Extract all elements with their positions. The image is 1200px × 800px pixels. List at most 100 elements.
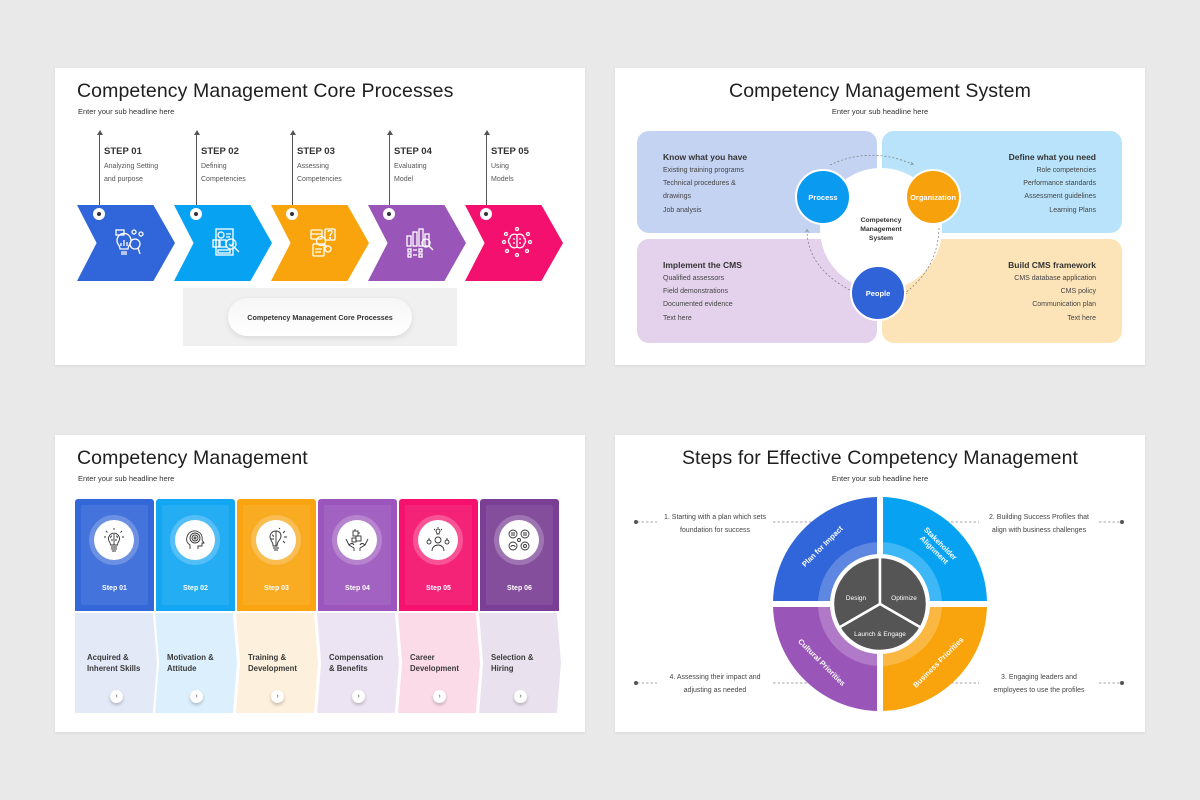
- quadrant-item: Qualified assessors: [663, 275, 725, 282]
- step-description: Assessing Competencies: [297, 163, 342, 183]
- step-marker-dot: [93, 208, 105, 220]
- step-number: STEP 04: [394, 146, 432, 157]
- step-connector-line: [483, 130, 490, 214]
- card-description-5: Career Development ›: [398, 613, 480, 713]
- node-organization[interactable]: Organization: [905, 169, 961, 225]
- step-card-3[interactable]: Step 03: [237, 499, 316, 611]
- quadrant-heading: Build CMS framework: [1008, 260, 1096, 270]
- slide-subtitle: Enter your sub headline here: [78, 474, 175, 483]
- slide-subtitle: Enter your sub headline here: [831, 107, 929, 116]
- core-processes-footer: Competency Management Core Processes: [183, 288, 457, 346]
- quadrant-item: Role competencies: [1036, 167, 1096, 174]
- step-number: STEP 05: [491, 146, 529, 157]
- card-step-label: Step 03: [264, 585, 289, 592]
- quadrant-item: Performance standards: [1023, 180, 1096, 188]
- quadrant-heading: Implement the CMS: [663, 260, 742, 270]
- slide-subtitle: Enter your sub headline here: [831, 474, 929, 483]
- step-connector-line: [386, 130, 393, 214]
- core-processes-pill[interactable]: Competency Management Core Processes: [228, 298, 412, 336]
- slide-core-processes[interactable]: Competency Management Core Processes Ent…: [55, 68, 585, 365]
- node-people[interactable]: People: [850, 265, 906, 321]
- card-step-label: Step 05: [426, 585, 451, 592]
- step-chevron-1[interactable]: [77, 205, 175, 281]
- step-connector-line: [96, 130, 103, 214]
- chevron-right-button[interactable]: ›: [110, 690, 123, 703]
- card-description-6: Selection & Hiring ›: [479, 613, 561, 713]
- chevron-right-button[interactable]: ›: [271, 690, 284, 703]
- quadrant-item: Text here: [663, 314, 692, 322]
- chevron-right-button[interactable]: ›: [352, 690, 365, 703]
- quadrant-item: Communication plan: [1032, 301, 1096, 309]
- step-marker-dot: [480, 208, 492, 220]
- quadrant-item: drawings: [663, 193, 692, 201]
- people-network-icon: [508, 529, 530, 551]
- card-description-2: Motivation & Attitude ›: [155, 613, 237, 713]
- slide-subtitle: Enter your sub headline here: [78, 107, 175, 116]
- step-card-1[interactable]: Step 01: [75, 499, 154, 611]
- note-step-2: 2. Building Success Profiles that align w…: [989, 514, 1089, 534]
- step-card-4[interactable]: Step 04: [318, 499, 397, 611]
- brain-network-icon: [501, 226, 533, 258]
- step-description: Using Models: [491, 163, 514, 183]
- slide-competency-management[interactable]: Competency Management Enter your sub hea…: [55, 435, 585, 732]
- step-card-2[interactable]: Step 02: [156, 499, 235, 611]
- step-chevron-2[interactable]: [174, 205, 272, 281]
- quadrant-item: Text here: [1067, 314, 1096, 322]
- slide-title: Competency Management System: [729, 80, 1031, 102]
- step-card-6[interactable]: Step 06: [480, 499, 559, 611]
- svg-text:Launch & Engage: Launch & Engage: [854, 631, 906, 638]
- quadrant-item: Assessment guidelines: [1024, 193, 1096, 201]
- card-step-label: Step 02: [183, 585, 208, 592]
- person-gears-icon: [426, 527, 450, 552]
- quadrant-item: Learning Plans: [1049, 206, 1096, 214]
- step-number: STEP 01: [104, 146, 142, 157]
- note-step-1: 1. Starting with a plan which sets founda…: [664, 514, 766, 534]
- card-description-3: Training & Development ›: [236, 613, 318, 713]
- step-description: Defining Competencies: [201, 163, 246, 183]
- quadrant-heading: Define what you need: [1008, 152, 1096, 162]
- step-marker-dot: [383, 208, 395, 220]
- bar-chart-search-icon: [406, 228, 434, 258]
- svg-text:Optimize: Optimize: [891, 595, 917, 602]
- chevron-right-button[interactable]: ›: [514, 690, 527, 703]
- cycle-arrows: [615, 154, 940, 365]
- card-description-1: Acquired & Inherent Skills ›: [75, 613, 157, 713]
- quadrant-item: Technical procedures &: [663, 180, 736, 188]
- quadrant-item: Field demonstrations: [663, 288, 728, 296]
- svg-text:Design: Design: [846, 595, 867, 602]
- step-number: STEP 03: [297, 146, 335, 157]
- slide-effective-steps[interactable]: Steps for Effective Competency Managemen…: [615, 435, 1145, 732]
- note-step-4: 4. Assessing their impact and adjusting a…: [669, 674, 761, 694]
- card-step-label: Step 06: [507, 585, 532, 592]
- quadrant-item: Documented evidence: [663, 301, 733, 309]
- quadrant-item: Existing training programs: [663, 167, 744, 174]
- quadrant-heading: Know what you have: [663, 152, 748, 162]
- slide-title: Steps for Effective Competency Managemen…: [681, 447, 1079, 469]
- step-description: Analyzing Setting and purpose: [104, 163, 159, 183]
- document-question-icon: [310, 228, 336, 257]
- quadrant-item: CMS policy: [1060, 288, 1096, 296]
- hands-puzzle-icon: [345, 529, 369, 551]
- quadrant-item: Job analysis: [663, 206, 702, 214]
- slide-title: Competency Management: [77, 447, 308, 469]
- step-card-5[interactable]: Step 05: [399, 499, 478, 611]
- card-step-label: Step 01: [102, 585, 127, 592]
- note-step-3: 3. Engaging leaders and employees to use …: [993, 674, 1085, 694]
- node-process[interactable]: Process: [795, 169, 851, 225]
- step-marker-dot: [286, 208, 298, 220]
- step-connector-line: [193, 130, 200, 214]
- card-description-4: Compensation & Benefits ›: [317, 613, 399, 713]
- competency-wheel: Design Optimize Launch & Engage Plan for…: [634, 497, 1124, 711]
- step-description: Evaluating Model: [394, 163, 427, 183]
- lightbulb-chart-icon: [115, 229, 144, 255]
- chevron-right-button[interactable]: ›: [433, 690, 446, 703]
- head-target-icon: [186, 530, 205, 549]
- half-brain-bulb-icon: [269, 527, 287, 551]
- chevron-right-button[interactable]: ›: [190, 690, 203, 703]
- slide-title: Competency Management Core Processes: [77, 80, 454, 102]
- slide-management-system[interactable]: Competency Management System Enter your …: [615, 68, 1145, 365]
- step-chevron-3[interactable]: [271, 205, 369, 281]
- step-number: STEP 02: [201, 146, 239, 157]
- profile-search-icon: [212, 228, 240, 256]
- step-connector-line: [289, 130, 296, 214]
